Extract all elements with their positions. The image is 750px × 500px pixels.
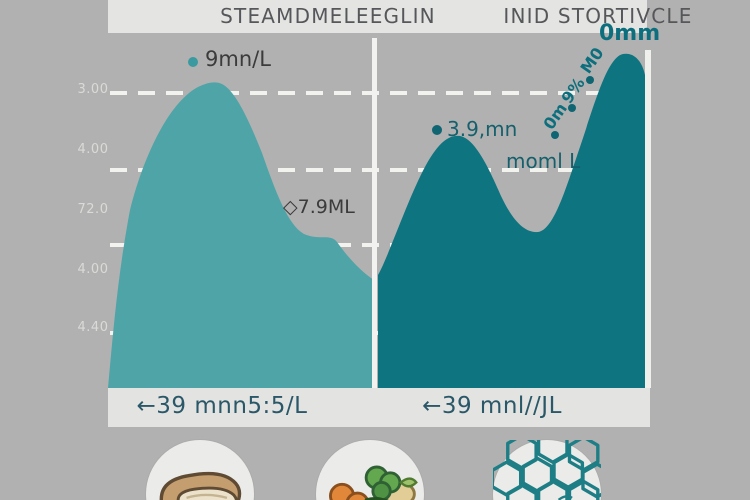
y-axis-label: 4.00 xyxy=(77,262,109,277)
y-axis-label: 3.00 xyxy=(77,82,109,97)
left-peak-annotation: 9mn/L xyxy=(205,47,271,71)
left-chart-title: STEAMDMELEEGLIN xyxy=(220,4,436,28)
right-chart-title: INID STORTIVCLE xyxy=(503,4,693,28)
panel-right-border xyxy=(645,50,651,388)
data-point-dot xyxy=(188,57,198,67)
icon-circle-bread xyxy=(146,440,254,500)
icon-circle-molecule xyxy=(493,440,601,500)
y-axis-label: 4.00 xyxy=(77,142,109,157)
data-point-dot xyxy=(586,76,594,84)
bread-icon xyxy=(159,471,242,500)
area-charts-plot xyxy=(108,53,645,388)
molecule-icon xyxy=(493,440,601,500)
footer-value-bar xyxy=(108,388,650,427)
data-point-dot xyxy=(432,125,442,135)
icon-circle-vegetables xyxy=(316,440,424,500)
right-area-series xyxy=(378,53,645,388)
y-axis-label: 72.0 xyxy=(77,202,109,217)
right-top-annotation: 0mm xyxy=(599,21,661,46)
data-point-dot xyxy=(551,131,559,139)
left-mid-annotation: ◇7.9ML xyxy=(283,196,355,218)
right-footer-value: ←39 mnl//JL xyxy=(422,393,562,419)
left-area-series xyxy=(108,82,374,388)
right-mid-annotation: moml L xyxy=(506,149,581,173)
vegetables-icon xyxy=(329,465,418,500)
chart-divider xyxy=(372,38,377,388)
chart-header-bar: STEAMDMELEEGLIN INID STORTIVCLE xyxy=(108,0,691,33)
y-axis-label: 4.40 xyxy=(77,320,109,335)
right-peak-annotation: 3.9,mn xyxy=(447,117,518,141)
data-point-dot xyxy=(568,104,576,112)
left-footer-value: ←39 mnn5:5/L xyxy=(136,393,308,419)
